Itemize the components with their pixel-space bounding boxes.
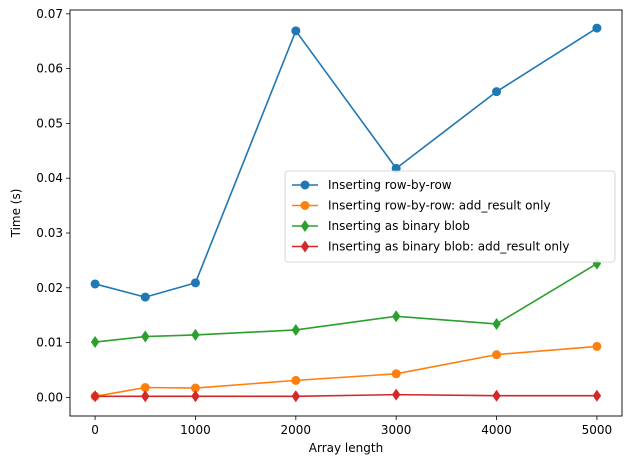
series-0-point-3	[291, 26, 301, 36]
series-2-point-5	[492, 317, 501, 330]
series-0-point-4	[391, 163, 401, 173]
series-2-point-2	[191, 328, 200, 341]
series-0-point-6	[592, 23, 602, 33]
legend-label-0: Inserting row-by-row	[328, 178, 452, 192]
plot-frame	[69, 9, 623, 417]
series-3-point-5	[492, 389, 501, 402]
series-2-point-1	[141, 330, 150, 343]
x-tick-label-3: 3000	[381, 423, 412, 437]
x-tick-label-5: 5000	[582, 423, 613, 437]
series-3-point-4	[391, 388, 401, 401]
y-axis-label: Time (s)	[9, 189, 23, 239]
series-3-point-6	[592, 389, 602, 402]
series-2	[90, 257, 602, 349]
series-3	[90, 388, 602, 403]
series-3-point-2	[191, 390, 200, 403]
x-tick-label-0: 0	[91, 423, 99, 437]
y-tick-label-6: 0.06	[36, 62, 63, 76]
series-3-point-3	[291, 390, 301, 403]
x-tick-label-4: 4000	[481, 423, 512, 437]
legend-box	[284, 170, 616, 263]
x-axis-label: Array length	[309, 441, 383, 455]
series-1-point-3	[291, 375, 301, 385]
series-1-point-6	[592, 341, 602, 351]
series-1-point-2	[190, 383, 200, 393]
legend-label-3: Inserting as binary blob: add_result onl…	[328, 240, 569, 254]
legend-label-2: Inserting as binary blob	[328, 219, 470, 233]
legend-marker-3	[300, 240, 310, 253]
axes-layer: 0 1000 2000 3000 4000 5000 0.00 0.01 0.02 0.03 0.0…	[36, 7, 612, 437]
legend: Inserting row-by-row Inserting row-by-row…	[284, 170, 616, 263]
series-3-point-1	[141, 390, 150, 403]
series-2-point-0	[90, 336, 100, 349]
series-2-point-3	[291, 323, 301, 336]
y-tick-label-7: 0.07	[36, 7, 63, 21]
legend-label-1: Inserting row-by-row: add_result only	[328, 199, 551, 213]
y-tick-label-1: 0.01	[36, 336, 63, 350]
series-1-point-1	[140, 383, 150, 393]
series-0-point-5	[492, 87, 502, 97]
y-tick-label-0: 0.00	[36, 390, 63, 404]
legend-marker-2	[300, 220, 310, 232]
series-2-point-4	[391, 310, 401, 323]
series-0	[90, 23, 602, 302]
series-3-point-0	[90, 390, 100, 403]
legend-marker-0	[300, 180, 310, 190]
x-tick-label-2: 2000	[281, 423, 312, 437]
y-tick-label-3: 0.03	[36, 226, 63, 240]
series-0-point-0	[90, 279, 100, 289]
x-tick-label-1: 1000	[180, 423, 211, 437]
series-0-point-1	[140, 292, 150, 302]
y-tick-label-5: 0.05	[36, 116, 63, 130]
legend-marker-1	[300, 201, 310, 210]
y-tick-label-4: 0.04	[36, 171, 63, 185]
series-1-point-4	[391, 369, 401, 379]
series-1-point-5	[492, 350, 502, 360]
series-0-point-2	[190, 278, 200, 288]
y-tick-label-2: 0.02	[36, 281, 63, 295]
plot-layer	[90, 23, 602, 403]
